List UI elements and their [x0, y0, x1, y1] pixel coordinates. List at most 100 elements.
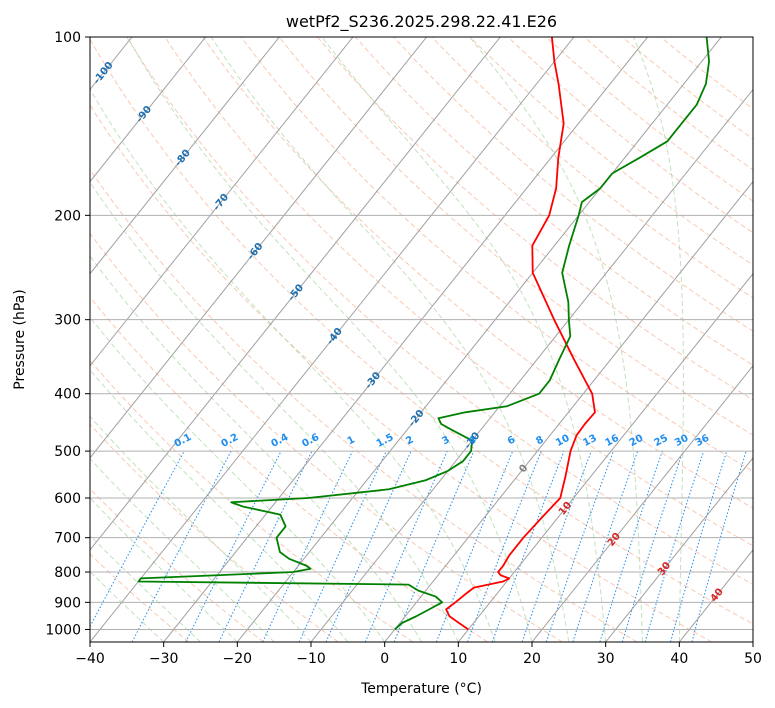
- y-axis-label: Pressure (hPa): [12, 289, 28, 389]
- dry-adiabat: [126, 37, 753, 586]
- isotherm-line: [90, 37, 428, 459]
- x-tick-label: 50: [744, 651, 762, 667]
- mixing-ratio-label: 0.1: [173, 432, 194, 450]
- y-tick-label: 500: [54, 444, 81, 460]
- x-axis-label: Temperature (°C): [360, 681, 482, 697]
- mixing-ratio-line: [364, 450, 448, 642]
- dry-adiabat: [469, 37, 753, 266]
- dry-adiabat: [90, 296, 488, 642]
- mixing-ratio-line: [467, 450, 542, 642]
- isotherm-line: [90, 37, 354, 367]
- y-tick-label: 200: [54, 208, 81, 224]
- x-tick-label: 30: [597, 651, 615, 667]
- isotherm-line: [90, 37, 575, 642]
- x-tick-label: 0: [380, 651, 389, 667]
- moist-adiabat: [469, 37, 643, 642]
- mixing-ratio-line: [262, 450, 353, 642]
- isotherm-line: [0, 37, 58, 642]
- chart-title: wetPf2_S236.2025.298.22.41.E26: [286, 12, 557, 32]
- mixing-ratio-label: 6: [506, 434, 517, 447]
- dry-adiabat: [90, 104, 712, 642]
- mixing-ratio-line: [393, 450, 475, 642]
- mixing-ratio-label: 0.2: [220, 432, 241, 450]
- mixing-ratio-line: [521, 450, 592, 642]
- temperature-profile-line: [445, 37, 596, 631]
- mixing-ratio-line: [644, 450, 705, 642]
- mixing-ratio-line: [621, 450, 684, 642]
- mixing-ratio-line: [491, 450, 565, 642]
- moist-adiabat: [90, 316, 386, 642]
- moist-adiabat: [90, 255, 422, 642]
- isotherm-label: -100: [91, 60, 115, 86]
- dry-adiabat: [355, 37, 753, 366]
- dry-adiabat: [90, 168, 638, 642]
- mixing-ratio-line: [90, 450, 185, 628]
- mixing-ratio-label: 0.4: [270, 432, 291, 450]
- background-lines: [0, 37, 753, 642]
- dry-adiabat: [584, 37, 753, 171]
- y-tick-label: 800: [54, 565, 81, 581]
- x-tick-label: 40: [670, 651, 688, 667]
- isotherm-line: [531, 364, 753, 642]
- y-tick-label: 700: [54, 531, 81, 547]
- mixing-ratio-label: 10: [554, 433, 571, 449]
- dry-adiabat: [545, 37, 753, 202]
- x-axis: −40 −30 −20 −10 0 10 20 30 40 50: [75, 642, 762, 667]
- x-tick-label: −40: [75, 651, 105, 667]
- y-tick-label: 900: [54, 595, 81, 611]
- isotherm-line: [236, 37, 722, 642]
- moist-adiabat: [90, 88, 496, 642]
- mixing-ratio-label: 20: [628, 433, 645, 449]
- isotherm-line: [310, 88, 753, 642]
- dry-adiabat: [90, 232, 563, 642]
- dry-adiabat: [202, 37, 753, 509]
- isotherm-line: [90, 37, 501, 551]
- mixing-ratio-label: 2: [404, 434, 415, 447]
- moist-adiabat: [126, 37, 533, 642]
- y-tick-label: 600: [54, 491, 81, 507]
- mixing-ratio-label: 8: [534, 434, 545, 447]
- isotherm-line: [752, 641, 753, 642]
- mixing-ratio-label: 25: [652, 433, 669, 449]
- y-tick-label: 300: [54, 313, 81, 329]
- plot-frame: [89, 36, 754, 643]
- isotherm-line: [163, 37, 649, 642]
- mixing-ratio-line: [545, 450, 614, 642]
- mixing-ratio-line: [185, 450, 282, 642]
- mixing-ratio-line: [298, 450, 387, 642]
- dry-adiabat: [278, 37, 753, 436]
- mixing-ratio-label: 13: [581, 433, 598, 449]
- dry-adiabat: [90, 38, 753, 625]
- isotherm-line: [384, 180, 753, 642]
- mixing-ratio-line: [435, 450, 514, 642]
- mixing-ratio-line: [218, 450, 313, 642]
- dry-adiabat: [164, 37, 753, 547]
- moist-adiabat: [90, 534, 201, 642]
- x-tick-label: −10: [296, 651, 326, 667]
- y-tick-label: 100: [54, 30, 81, 46]
- isotherm-line: [678, 549, 753, 642]
- pressure-grid: [90, 37, 753, 630]
- isotherm-line: [90, 37, 280, 275]
- y-tick-label: 1000: [45, 622, 81, 638]
- x-tick-label: 20: [523, 651, 541, 667]
- moist-adiabat: [90, 457, 275, 642]
- moist-adiabat: [321, 37, 607, 642]
- mixing-ratio-line: [691, 450, 747, 642]
- mixing-ratio-line: [131, 450, 232, 642]
- moist-adiabat: [90, 497, 238, 642]
- mixing-ratio-label: 16: [604, 433, 621, 449]
- dewpoint-profile-line: [137, 37, 710, 631]
- dry-adiabat: [431, 37, 753, 299]
- mixing-ratio-label: 36: [694, 433, 711, 449]
- dry-adiabat: [317, 37, 753, 401]
- isotherm-line: [605, 457, 753, 642]
- series-layer: [137, 37, 710, 631]
- dry-adiabat: [90, 553, 190, 642]
- iso-label-layer: -100-90-80-70-60-50-40-30-20-10010203040…: [91, 60, 725, 604]
- mixing-ratio-label: 3: [440, 434, 451, 447]
- mixing-ratio-label: 4: [467, 434, 478, 447]
- mixing-ratio-line: [572, 450, 639, 642]
- mixing-ratio-line: [670, 450, 728, 642]
